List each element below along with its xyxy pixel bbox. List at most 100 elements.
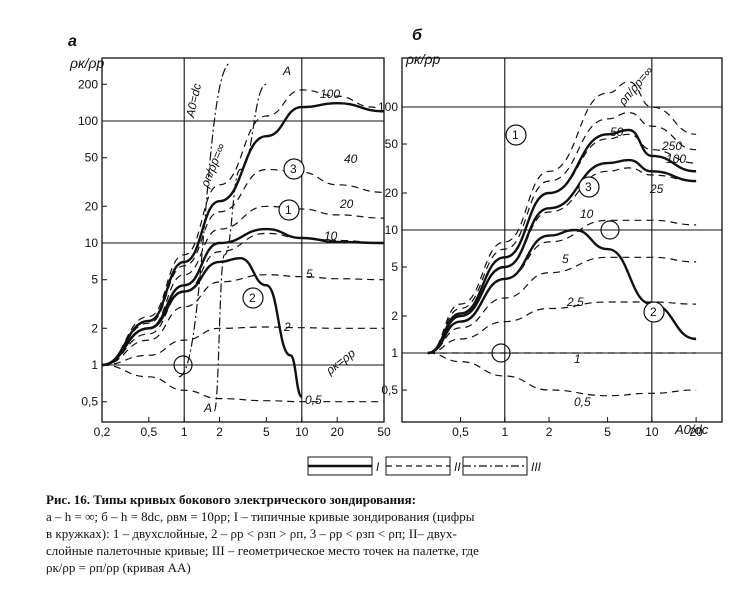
- curve-label-25: 25: [649, 182, 664, 196]
- panel-b-x-tick-labels: 0,5 1 2 5 10 20: [452, 417, 703, 439]
- curve-dashed-40: [102, 168, 384, 366]
- circled-label-3: 3: [283, 158, 305, 180]
- circled-label-b-2: 2: [643, 301, 665, 323]
- curve-dashed-250: [427, 81, 697, 354]
- curve-label-5: 5: [306, 267, 313, 281]
- svg-text:1: 1: [285, 203, 292, 217]
- curve-label-250: 250: [661, 139, 682, 153]
- legend-label-II: II: [454, 460, 461, 474]
- y-tick-label-0-5: 0,5: [381, 383, 398, 397]
- panel-b-circled-labels: 1 3 2: [491, 124, 665, 363]
- svg-text:3: 3: [585, 180, 592, 194]
- curve-dashed-10: [102, 232, 384, 366]
- curve-label-2: 2: [283, 320, 291, 334]
- y-tick-label-5: 5: [391, 260, 398, 274]
- curve-typical-3: [427, 158, 697, 355]
- x-tick-label-2: 2: [546, 425, 553, 439]
- y-tick-label-50: 50: [85, 151, 99, 165]
- caption-line-1: а – h = ∞; б – h = 8dс, ρвм = 10ρр; I – …: [46, 509, 475, 524]
- x-tick-label-5: 5: [263, 425, 270, 439]
- curve-label-10: 10: [324, 229, 338, 243]
- curve-label-10: 10: [580, 207, 594, 221]
- svg-text:2: 2: [249, 291, 256, 305]
- y-tick-label-50: 50: [385, 137, 399, 151]
- y-tick-label-20: 20: [385, 186, 399, 200]
- legend: I II III: [307, 456, 542, 476]
- panel-a-circled-labels: 3 1 2: [173, 158, 305, 375]
- panel-a-x-tick-labels: 0,2 0,5 1 2 5 10 20 50: [94, 417, 391, 439]
- plot-frame: [401, 57, 723, 423]
- panel-a-marker-circle: [173, 355, 193, 375]
- y-tick-label-1: 1: [391, 346, 398, 360]
- y-tick-label-100: 100: [378, 100, 398, 114]
- legend-item-II: II: [385, 456, 461, 476]
- legend-label-I: I: [376, 460, 380, 474]
- caption-title: Рис. 16. Типы кривых бокового электричес…: [46, 492, 416, 507]
- curve-label-2-5: 2,5: [566, 295, 584, 309]
- y-tick-label-0-5: 0,5: [81, 395, 98, 409]
- figure-caption: Рис. 16. Типы кривых бокового электричес…: [46, 491, 736, 576]
- circled-label-2: 2: [242, 287, 264, 309]
- panel-a-y-axis-label: ρк/ρр: [69, 55, 105, 71]
- curve-label-20: 20: [339, 197, 354, 211]
- panel-a-label: а: [68, 33, 77, 50]
- svg-text:1: 1: [512, 128, 519, 142]
- y-tick-label-100: 100: [78, 114, 98, 128]
- circled-label-b-3: 3: [578, 176, 600, 198]
- curve-label-0-5: 0,5: [305, 393, 322, 407]
- curve-typical-1: [427, 128, 697, 355]
- curve-dashed-5: [427, 256, 697, 354]
- panel-a-curve-labels: 100 40 20 10 5 2 0,5: [283, 87, 358, 407]
- curve-label-100: 100: [320, 87, 340, 101]
- x-tick-label-20: 20: [689, 425, 703, 439]
- curve-typical-2: [102, 256, 303, 398]
- annotation-rho-k-eq-rho-r: ρк=ρр: [322, 346, 358, 378]
- curve-dashed-2: [102, 326, 384, 366]
- curve-dash-dot-A0-dc: [178, 62, 232, 378]
- caption-line-3: слойные палеточные кривые; III – геометр…: [46, 543, 479, 558]
- annotation-a0-dc: A0=dc: [183, 82, 204, 119]
- y-tick-label-200: 200: [78, 77, 98, 91]
- annotation-rho-inf-a: ρп/ρр=∞: [197, 141, 228, 190]
- panel-a-y-tick-labels: 0,5 1 2 5 10 20 50 100 200: [78, 77, 107, 409]
- panel-b-x-axis-label: A0/dc: [674, 422, 709, 437]
- curve-label-100: 100: [666, 152, 686, 166]
- y-tick-label-2: 2: [91, 321, 98, 335]
- x-tick-label-50: 50: [377, 425, 391, 439]
- curve-label-0-5-b: 0,5: [574, 395, 591, 409]
- x-tick-label-1: 1: [501, 425, 508, 439]
- x-tick-label-2: 2: [216, 425, 223, 439]
- y-tick-label-20: 20: [85, 199, 99, 213]
- caption-line-2: в кружках): 1 – двухслойные, 2 – ρр < ρз…: [46, 526, 457, 541]
- panel-b-marker-circle-1: [600, 220, 620, 240]
- circled-label-b-1: 1: [505, 124, 527, 146]
- curve-dashed-100: [427, 111, 697, 354]
- svg-text:2: 2: [650, 305, 657, 319]
- panel-b-y-tick-labels: 0,5 1 2 5 10 20 50 100: [378, 100, 407, 397]
- svg-text:3: 3: [290, 162, 297, 176]
- legend-item-I: I: [307, 456, 380, 476]
- curve-dashed-0-5: [427, 352, 697, 397]
- x-tick-label-1: 1: [181, 425, 188, 439]
- curve-dashed-20: [102, 205, 384, 366]
- caption-line-4: ρк/ρр = ρп/ρр (кривая AA): [46, 560, 191, 575]
- x-tick-label-0-2: 0,2: [94, 425, 111, 439]
- curve-typical-2: [427, 228, 697, 355]
- curve-dashed-0-5: [102, 364, 384, 403]
- annotation-A-bottom: A: [203, 401, 212, 415]
- curve-label-50: 50: [610, 125, 624, 139]
- curve-dashed-10: [427, 219, 697, 354]
- figure: а ρк/ρр 0,2 0,5 1 2 5 10 20 50 0,51251020501002…: [68, 27, 723, 476]
- y-tick-label-5: 5: [91, 273, 98, 287]
- panel-b-curve-labels: 250 100 50 25 10 5 2,5 1 0,5: [562, 125, 686, 409]
- x-tick-label-10: 10: [295, 425, 309, 439]
- legend-label-III: III: [531, 460, 542, 474]
- panel-b-curves: [427, 81, 697, 397]
- curve-label-1: 1: [574, 352, 581, 366]
- curve-dashed-5: [102, 274, 384, 366]
- x-tick-label-5: 5: [604, 425, 611, 439]
- curve-label-5: 5: [562, 252, 569, 266]
- curve-typical-3: [102, 101, 384, 367]
- y-tick-label-1: 1: [91, 358, 98, 372]
